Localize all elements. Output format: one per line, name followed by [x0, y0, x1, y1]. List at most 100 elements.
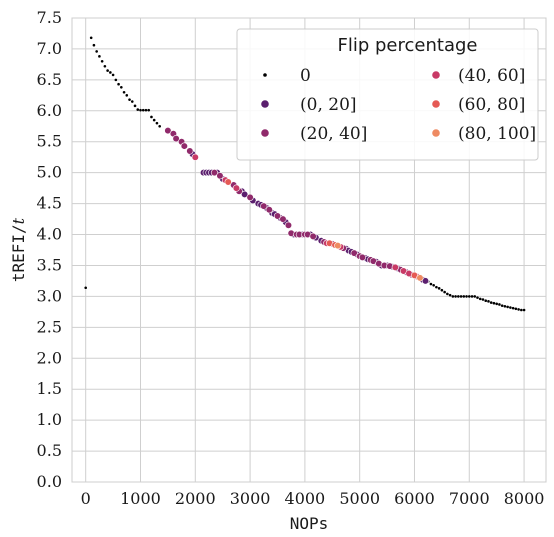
data-point: [309, 232, 317, 240]
data-point: [465, 295, 468, 298]
data-point: [158, 124, 161, 128]
y-tick-label: 1.5: [37, 379, 62, 398]
data-point: [144, 108, 148, 112]
data-point: [125, 94, 129, 97]
data-point: [164, 126, 172, 135]
data-point: [509, 306, 512, 309]
x-tick-label: 8000: [504, 489, 545, 508]
y-tick-label: 6.5: [37, 70, 62, 89]
y-axis-label-italic: t: [9, 217, 28, 224]
y-tick-label: 0.0: [37, 472, 62, 491]
data-point: [467, 295, 471, 298]
x-tick-label: 4000: [285, 489, 326, 508]
x-tick-label: 3000: [230, 489, 271, 508]
data-point: [172, 135, 180, 143]
legend-entries: 0 (0, 20] (20, 40] (40, 60] (60, 80] (80, 100…: [261, 66, 536, 144]
data-point: [459, 295, 463, 298]
y-tick-label: 1.0: [37, 410, 62, 429]
y-tick-label: 6.0: [37, 101, 62, 120]
y-tick-label: 5.5: [37, 132, 62, 151]
data-point: [522, 308, 526, 312]
data-point: [180, 142, 188, 150]
legend-box: [236, 28, 539, 161]
data-point: [484, 299, 488, 303]
x-tick-label: 6000: [394, 489, 435, 508]
data-point: [334, 242, 342, 250]
data-point: [489, 301, 493, 304]
data-point: [260, 202, 268, 210]
data-point: [246, 193, 254, 202]
data-point: [473, 295, 477, 298]
legend-marker: [432, 100, 440, 108]
data-point: [435, 285, 438, 289]
data-point: [350, 249, 358, 257]
y-tick-label: 2.0: [37, 348, 62, 367]
data-point: [284, 221, 293, 229]
data-point: [273, 212, 282, 220]
data-point: [84, 286, 87, 290]
data-point: [481, 298, 485, 301]
data-point: [437, 287, 441, 290]
data-point: [503, 304, 507, 308]
y-tick-label: 3.0: [37, 286, 62, 305]
x-tick-label: 2000: [175, 489, 216, 508]
data-point: [391, 263, 399, 271]
legend-marker: [263, 73, 267, 77]
data-point: [114, 78, 118, 82]
data-point: [440, 288, 444, 292]
data-point: [122, 90, 126, 94]
y-axis-label: tREFI/t: [9, 217, 28, 282]
x-tick-label: 0: [81, 489, 91, 508]
data-point: [451, 295, 455, 298]
legend-entry: (20, 40]: [261, 124, 367, 144]
data-point: [432, 283, 435, 287]
y-tick-label: 0.5: [37, 441, 62, 460]
legend-label: 0: [300, 66, 311, 86]
data-point: [139, 108, 142, 112]
data-point: [462, 295, 466, 298]
data-point: [133, 104, 137, 108]
data-point: [416, 274, 424, 282]
data-point: [89, 36, 93, 40]
legend-entry: (40, 60]: [432, 66, 525, 86]
data-point: [130, 100, 134, 103]
y-tick-label: 4.0: [37, 225, 62, 244]
data-point: [421, 277, 430, 285]
data-point: [109, 71, 112, 74]
data-point: [500, 304, 504, 307]
data-point: [224, 178, 232, 186]
data-point: [511, 306, 515, 310]
data-point: [448, 293, 452, 297]
x-tick-label: 1000: [120, 489, 161, 508]
legend-entry: (80, 100]: [432, 124, 536, 144]
data-point: [498, 303, 501, 306]
data-point: [147, 108, 151, 112]
data-point: [186, 147, 194, 155]
data-point: [476, 296, 479, 299]
data-point: [487, 300, 490, 303]
data-point: [117, 82, 120, 86]
x-axis-label: NOPs: [290, 514, 329, 533]
data-point: [98, 55, 101, 58]
data-point: [92, 43, 96, 47]
data-point: [495, 302, 498, 306]
data-point: [358, 253, 367, 262]
data-point: [265, 206, 273, 214]
data-point: [470, 295, 474, 298]
legend-label: (60, 80]: [458, 95, 525, 115]
data-point: [155, 121, 159, 125]
legend-label: (40, 60]: [458, 66, 525, 86]
y-tick-label: 4.5: [37, 194, 62, 213]
data-point: [429, 282, 433, 286]
legend-marker: [432, 129, 440, 137]
data-point: [210, 169, 219, 177]
legend-label: (80, 100]: [458, 124, 536, 144]
legend-label: (0, 20]: [300, 95, 357, 115]
data-point: [520, 308, 523, 312]
data-point: [120, 85, 123, 89]
x-tick-label: 5000: [339, 489, 380, 508]
legend-entry: (0, 20]: [261, 95, 357, 115]
legend-marker: [261, 129, 269, 137]
data-point: [443, 290, 446, 294]
y-tick-label: 2.5: [37, 317, 62, 336]
